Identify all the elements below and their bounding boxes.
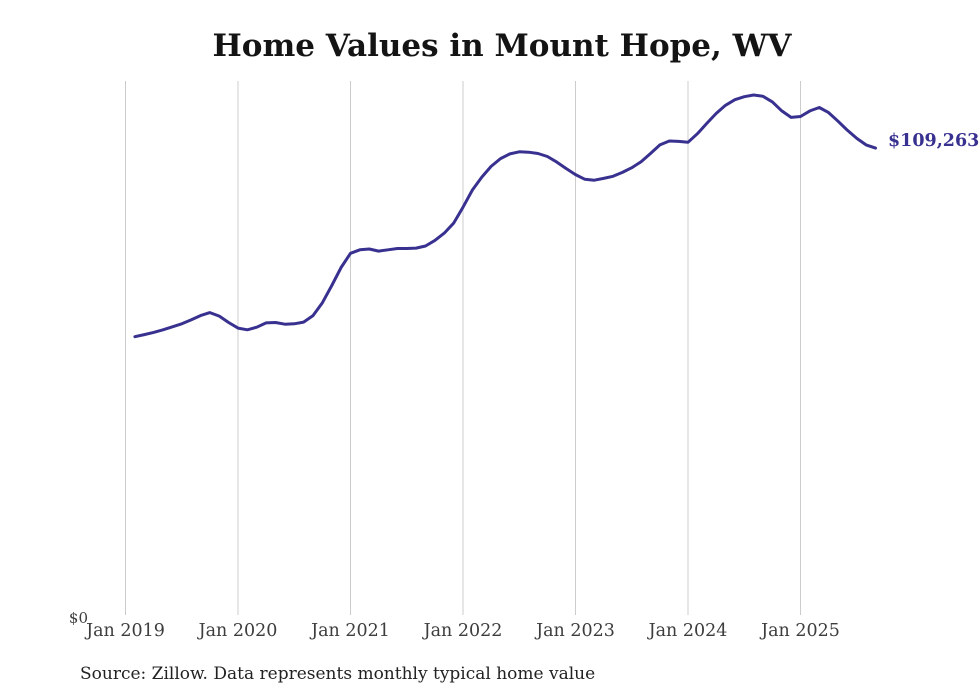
chart-title: Home Values in Mount Hope, WV	[212, 28, 792, 64]
x-tick-label: Jan 2019	[86, 621, 165, 641]
x-tick-label: Jan 2020	[198, 621, 278, 641]
x-tick-label: Jan 2022	[423, 621, 503, 641]
home-value-line	[133, 93, 877, 339]
x-tick-label: Jan 2023	[536, 621, 615, 641]
x-tick-label: Jan 2024	[648, 621, 728, 641]
x-tick-label: Jan 2021	[311, 621, 390, 641]
source-note: Source: Zillow. Data represents monthly …	[80, 664, 596, 684]
latest-value-label: $109,263	[888, 131, 980, 151]
y-axis-zero-label: $0	[68, 609, 88, 627]
x-tick-label: Jan 2025	[761, 621, 840, 641]
